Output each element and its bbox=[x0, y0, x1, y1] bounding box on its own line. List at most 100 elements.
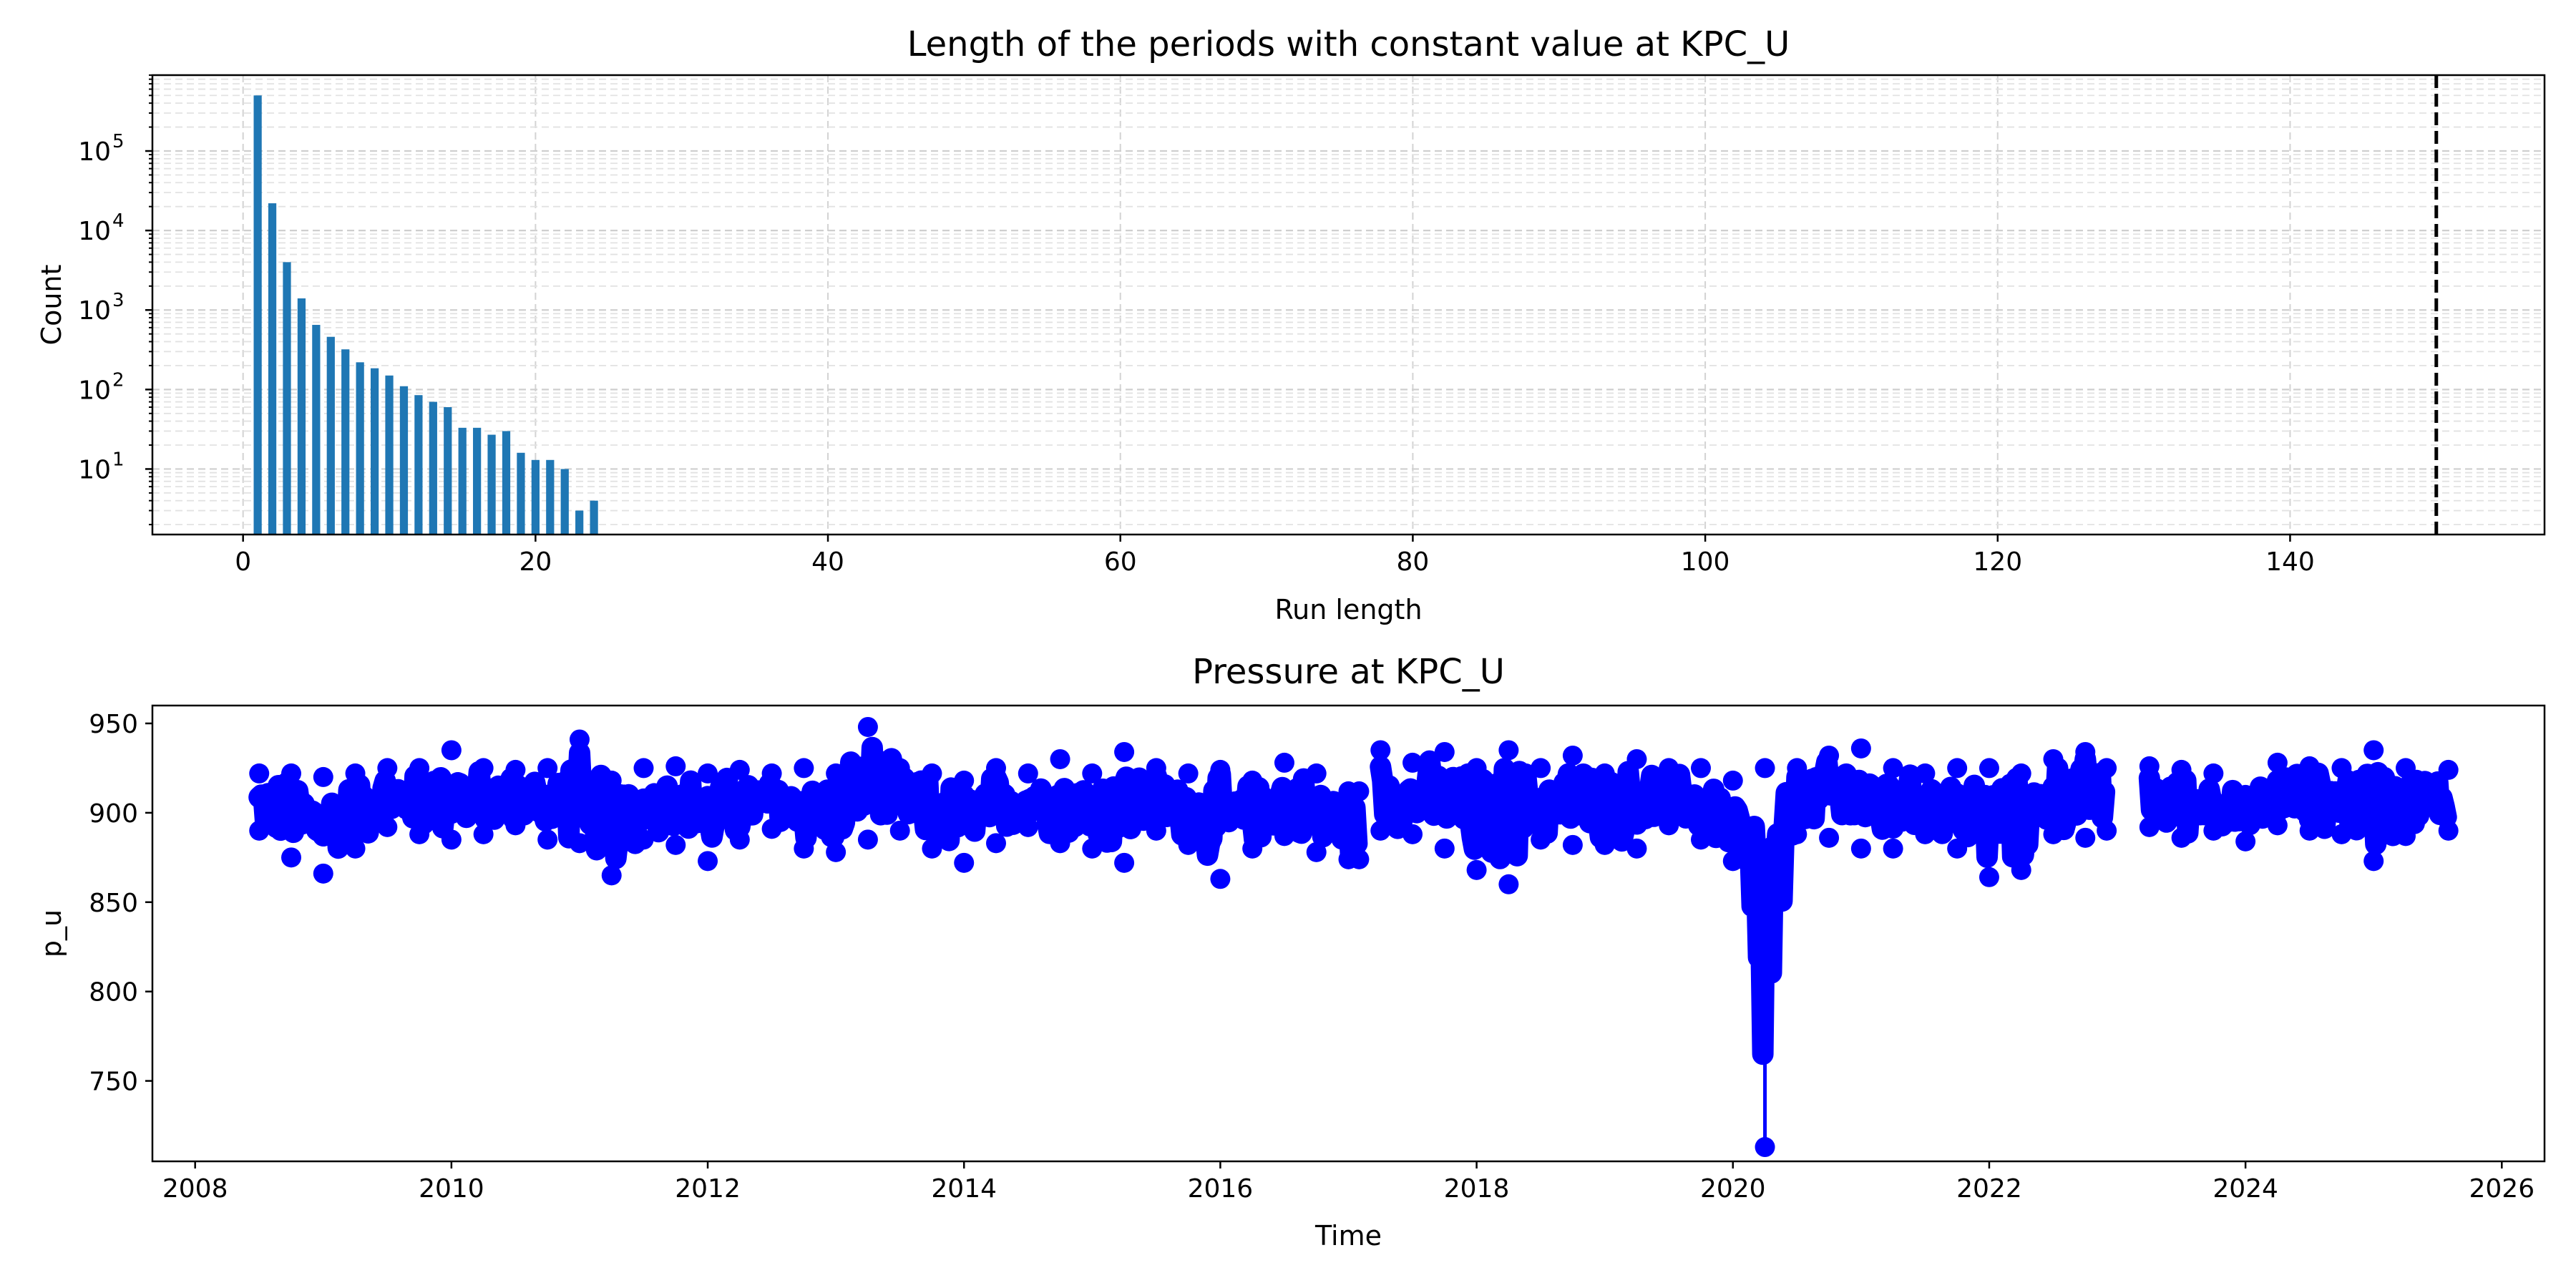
x-tick-label: 2010 bbox=[419, 1174, 484, 1204]
histogram-bar bbox=[385, 375, 394, 535]
peak-marker bbox=[1626, 748, 1647, 769]
x-tick-label: 2012 bbox=[675, 1174, 741, 1204]
histogram-bar bbox=[502, 431, 511, 535]
x-tick-label: 2008 bbox=[162, 1174, 228, 1204]
peak-marker bbox=[1819, 745, 1840, 766]
peak-marker bbox=[345, 763, 366, 784]
trough-marker bbox=[1850, 838, 1871, 859]
pressure-y-axis-label: p_u bbox=[36, 909, 67, 957]
y-tick-label: 10 bbox=[78, 137, 111, 167]
histogram-bar bbox=[531, 459, 540, 535]
peak-marker bbox=[1210, 759, 1231, 780]
peak-marker bbox=[922, 763, 942, 784]
y-tick-exponent: 5 bbox=[112, 131, 125, 152]
trough-marker bbox=[1531, 829, 1551, 850]
trough-marker bbox=[794, 838, 814, 859]
trough-marker bbox=[1178, 834, 1199, 855]
histogram-bar bbox=[253, 95, 262, 535]
peak-marker bbox=[1947, 758, 1968, 779]
trough-marker bbox=[1018, 816, 1038, 837]
trough-marker bbox=[1819, 827, 1840, 848]
trough-marker bbox=[1562, 834, 1583, 855]
peak-marker bbox=[377, 758, 398, 779]
peak-marker bbox=[2363, 740, 2384, 761]
trough-marker bbox=[826, 841, 847, 862]
peak-marker bbox=[1402, 752, 1423, 773]
peak-marker bbox=[2235, 784, 2256, 805]
trough-marker bbox=[2363, 851, 2384, 872]
trough-marker bbox=[505, 815, 526, 836]
y-tick-label: 10 bbox=[78, 217, 111, 246]
trough-marker bbox=[601, 865, 622, 886]
outlier-marker bbox=[1755, 1137, 1775, 1158]
peak-marker bbox=[1114, 741, 1135, 762]
trough-marker bbox=[1370, 820, 1391, 841]
trough-marker bbox=[281, 847, 302, 868]
histogram-bar bbox=[326, 336, 335, 535]
trough-marker bbox=[1626, 838, 1647, 859]
peak-marker bbox=[1018, 763, 1038, 784]
trough-marker bbox=[2331, 824, 2352, 844]
peak-marker bbox=[794, 758, 814, 779]
trough-marker bbox=[249, 820, 270, 841]
trough-marker bbox=[313, 863, 333, 884]
peak-marker bbox=[313, 766, 333, 787]
peak-marker bbox=[633, 758, 654, 779]
histogram-bar bbox=[546, 459, 555, 535]
peak-marker bbox=[473, 758, 494, 779]
y-tick-label: 900 bbox=[89, 799, 138, 829]
trough-marker bbox=[857, 829, 878, 850]
peak-marker bbox=[2438, 759, 2459, 780]
histogram-bar bbox=[560, 469, 569, 535]
peak-marker bbox=[281, 763, 302, 784]
trough-marker bbox=[1114, 852, 1135, 873]
pressure-y-ticks: 750 800 850 900 950 bbox=[89, 710, 152, 1097]
trough-marker bbox=[1594, 834, 1615, 855]
trough-marker bbox=[1402, 824, 1423, 844]
peak-marker bbox=[1883, 758, 1903, 779]
y-tick-label: 950 bbox=[89, 710, 138, 739]
x-tick-label: 20 bbox=[519, 547, 552, 577]
trough-marker bbox=[889, 820, 910, 841]
x-tick-label: 140 bbox=[2265, 547, 2315, 577]
trough-marker bbox=[1466, 859, 1487, 880]
peak-marker bbox=[1690, 758, 1711, 779]
y-tick-exponent: 3 bbox=[112, 290, 125, 311]
peak-marker bbox=[2267, 752, 2288, 773]
peak-marker bbox=[1755, 758, 1775, 779]
trough-marker bbox=[2438, 820, 2459, 841]
trough-marker bbox=[1979, 867, 1999, 887]
trough-marker bbox=[2395, 826, 2416, 847]
peak-marker bbox=[2011, 763, 2031, 784]
trough-marker bbox=[2043, 824, 2064, 844]
trough-marker bbox=[2267, 815, 2288, 836]
trough-marker bbox=[1787, 824, 1807, 844]
peak-marker bbox=[2395, 758, 2416, 779]
histogram-bar bbox=[312, 325, 321, 535]
pressure-time-series: 2008 2010 2012 2014 2016 2018 2020 2022 2024 2026… bbox=[36, 652, 2546, 1252]
pressure-title: Pressure at KPC_U bbox=[1192, 652, 1505, 692]
x-tick-label: 60 bbox=[1104, 547, 1137, 577]
x-tick-label: 2014 bbox=[931, 1174, 997, 1204]
trough-marker bbox=[1690, 829, 1711, 850]
trough-marker bbox=[698, 851, 718, 872]
x-tick-label: 2022 bbox=[1956, 1174, 2022, 1204]
trough-marker bbox=[2075, 827, 2096, 848]
histogram-axes-frame bbox=[151, 74, 2546, 536]
trough-marker bbox=[409, 824, 430, 844]
pressure-line bbox=[258, 747, 1359, 859]
histogram-bar bbox=[370, 368, 379, 535]
trough-marker bbox=[2235, 831, 2256, 852]
trough-marker bbox=[377, 816, 398, 837]
trough-marker bbox=[954, 852, 975, 873]
histogram-bar bbox=[283, 262, 291, 535]
histogram-bar bbox=[268, 203, 277, 535]
trough-marker bbox=[1050, 833, 1070, 854]
histogram-bar bbox=[341, 349, 350, 535]
peak-marker bbox=[409, 758, 430, 779]
trough-marker bbox=[1659, 815, 1679, 836]
